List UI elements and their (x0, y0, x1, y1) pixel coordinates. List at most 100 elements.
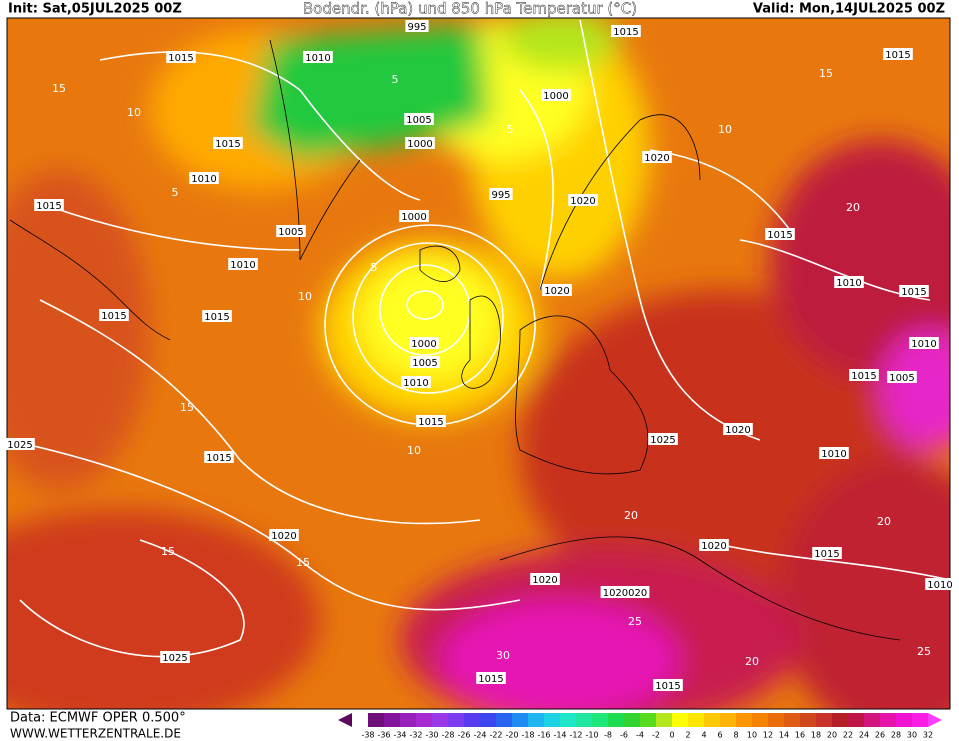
colorbar-swatch (912, 713, 929, 727)
colorbar-label: -26 (457, 731, 470, 740)
isobar-label-box (476, 672, 506, 684)
isobar-label-box (723, 423, 753, 435)
colorbar: -38 -36 -34 -32 -30 -28 -26 -24 -22 -20 -18 -16 -14-… (338, 713, 942, 740)
isobar-label-box (699, 539, 729, 551)
colorbar-swatch (528, 713, 545, 727)
isobar-label: 1010 (403, 378, 428, 389)
isotherm-label: 5 (392, 73, 399, 86)
isobar-label-box (530, 573, 560, 585)
colorbar-swatch (656, 713, 673, 727)
colorbar-swatch (800, 713, 817, 727)
colorbar-label: 16 (795, 731, 805, 740)
colorbar-swatch (848, 713, 865, 727)
isobar-label: 1015 (655, 681, 680, 692)
isobar-label-box (189, 172, 219, 184)
colorbar-label: -20 (505, 731, 518, 740)
colorbar-swatch (864, 713, 881, 727)
init-label: Init: Sat,05JUL2025 00Z (8, 2, 182, 17)
isobar-label: 1020 (644, 153, 669, 164)
isobar-label-box (409, 337, 439, 349)
colorbar-arrow (928, 713, 942, 727)
colorbar-label: 14 (779, 731, 789, 740)
isobar-label-box (303, 51, 333, 63)
map-frame (6, 17, 951, 710)
isotherm-label: 10 (127, 106, 141, 119)
colorbar-label: -2 (652, 731, 660, 740)
isobar-label-box (887, 371, 917, 383)
colorbar-swatch (576, 713, 593, 727)
isobar-label-box (542, 284, 572, 296)
isotherm-label: 5 (507, 123, 514, 136)
isotherm-label: 15 (52, 82, 66, 95)
map-area (7, 18, 950, 709)
colorbar-swatch (544, 713, 561, 727)
colorbar-label: 28 (891, 731, 901, 740)
colorbar-swatch (640, 713, 657, 727)
isobar-label: 1010 (821, 449, 846, 460)
isobar-label-box (834, 276, 864, 288)
isobar-label-box (489, 188, 513, 200)
colorbar-swatch (448, 713, 465, 727)
isobar-label-box (204, 451, 234, 463)
isobar-label-box (405, 137, 435, 149)
colorbar-label: -30 (425, 731, 438, 740)
isobar-label: 1005 (406, 115, 431, 126)
colorbar-swatch (672, 713, 689, 727)
isotherm-label: 20 (624, 509, 638, 522)
isobar-label-box (600, 586, 650, 598)
colorbar-label: -14 (553, 731, 566, 740)
colorbar-label: -8 (604, 731, 612, 740)
isotherm-label: 20 (846, 201, 860, 214)
valid-label: Valid: Mon,14JUL2025 00Z (753, 2, 945, 17)
isotherm-label: 5 (371, 261, 378, 274)
isobar-label: 1000 (401, 212, 426, 223)
colorbar-swatch (560, 713, 577, 727)
isobar-label-box (925, 578, 955, 590)
isotherm-label: 10 (718, 123, 732, 136)
isobar-label-box (213, 137, 243, 149)
isotherm-label: 25 (628, 615, 642, 628)
isobar-label-box (648, 433, 678, 445)
colorbar-label: -4 (636, 731, 644, 740)
isobar-label: 1010 (230, 260, 255, 271)
colorbar-swatch (480, 713, 497, 727)
isobar-label-box (401, 376, 431, 388)
isobar-label-box (202, 310, 232, 322)
isobar-label: 995 (491, 190, 510, 201)
colorbar-label: 6 (717, 731, 722, 740)
isobar-label-box (399, 210, 429, 222)
isobar-label-box (899, 285, 929, 297)
isobar-label-box (653, 679, 683, 691)
isobar-label: 1005 (889, 373, 914, 384)
colorbar-swatch (896, 713, 913, 727)
isobar-label-box (642, 151, 672, 163)
colorbar-swatch (752, 713, 769, 727)
colorbar-label: -38 (361, 731, 374, 740)
isobar-label: 1015 (168, 53, 193, 64)
isobar-label: 1015 (36, 201, 61, 212)
isotherm-label: 20 (877, 515, 891, 528)
colorbar-label: 4 (701, 731, 706, 740)
isobar-label: 1015 (767, 230, 792, 241)
isobar-label: 1015 (478, 674, 503, 685)
isotherm-label: 20 (745, 655, 759, 668)
isobar-label: 1010 (191, 174, 216, 185)
isobar-label: 1020020 (603, 588, 648, 599)
colorbar-swatch (880, 713, 897, 727)
isobar-label-box (568, 194, 598, 206)
isobar-label: 1020 (544, 286, 569, 297)
colorbar-label: 30 (907, 731, 917, 740)
colorbar-label: 26 (875, 731, 885, 740)
isobar-label: 1025 (650, 435, 675, 446)
isobar-label: 1000 (407, 139, 432, 150)
isobar-label: 1010 (836, 278, 861, 289)
isobar-label-box (812, 547, 842, 559)
isobar-label: 1015 (206, 453, 231, 464)
isobar-label: 1000 (543, 91, 568, 102)
isobar-label: 1020 (701, 541, 726, 552)
isotherm-label: 5 (172, 186, 179, 199)
isobar-label-box (5, 438, 35, 450)
isobar-label: 1005 (412, 358, 437, 369)
